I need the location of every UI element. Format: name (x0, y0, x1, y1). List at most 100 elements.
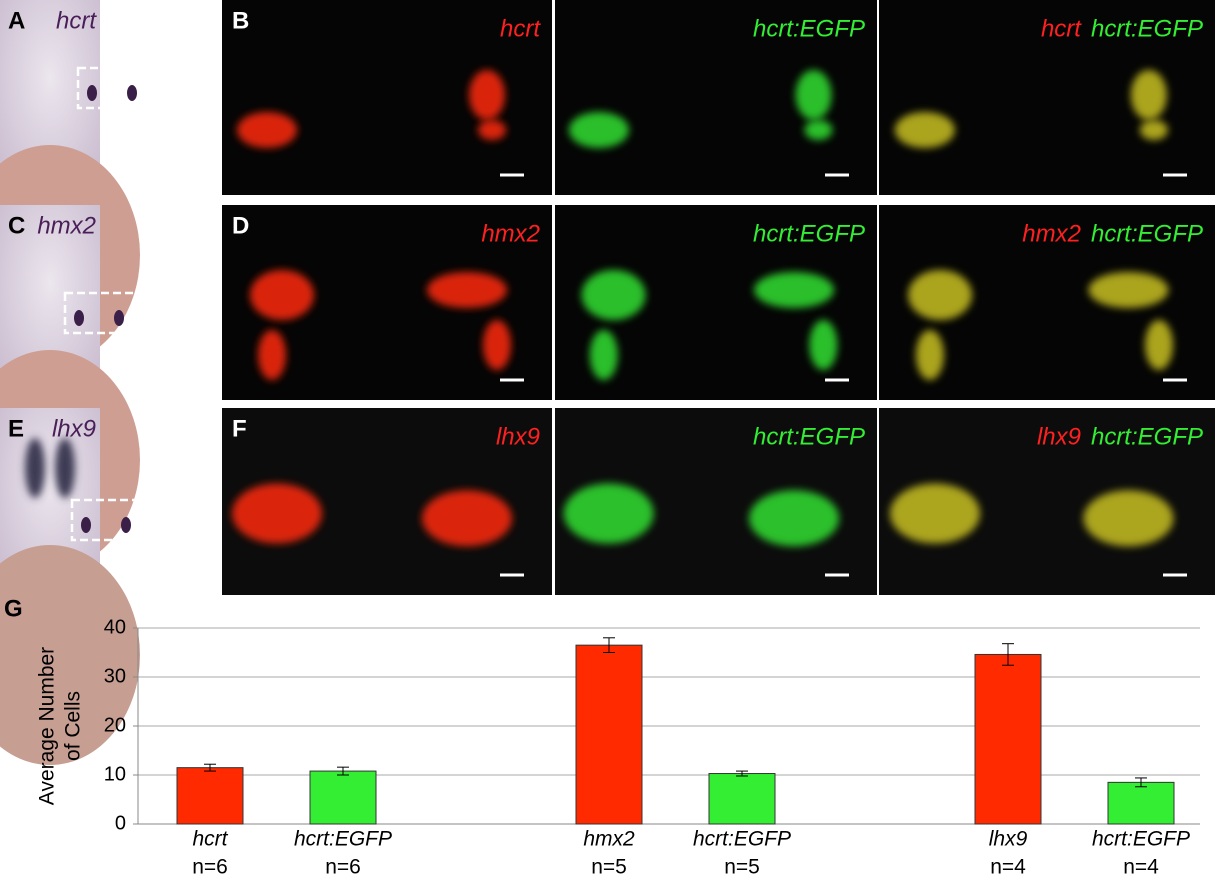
error-bar (736, 770, 748, 777)
bar-chart: G Average Number of Cells 0 10 20 30 40 hcrt n=6 h… (4, 595, 1200, 879)
cell-cluster (563, 483, 654, 544)
error-bar (603, 637, 615, 653)
bar (575, 644, 643, 825)
stain (74, 310, 84, 326)
fluorescence-image: hcrt:EGFP hcrt (879, 0, 1215, 195)
sample-size: n=6 (325, 856, 361, 879)
sample-size: n=6 (192, 856, 228, 879)
cell-cluster (232, 483, 322, 544)
cell-cluster (258, 330, 286, 380)
fluorescence-image: hcrt:EGFP lhx9 (879, 408, 1215, 595)
channel-label: hmx2 (481, 220, 540, 247)
cell-cluster (250, 270, 314, 320)
channel-label: hcrt (500, 15, 541, 42)
x-tick-label: hcrt:EGFP (1092, 828, 1190, 851)
stain (121, 517, 131, 533)
y-axis-label: of Cells (62, 691, 85, 761)
x-tick-label: hcrt:EGFP (693, 828, 791, 851)
error-bar (1135, 777, 1147, 788)
stain (55, 438, 75, 498)
y-tick-label: 0 (115, 812, 126, 834)
channel-label: hcrt:EGFP (1091, 15, 1203, 42)
cell-cluster (427, 272, 507, 308)
cell-cluster (804, 120, 833, 140)
gene-label: hmx2 (37, 212, 96, 239)
gene-label: lhx9 (52, 415, 96, 442)
channel-label: hcrt (1041, 15, 1082, 42)
sample-size: n=5 (591, 856, 627, 879)
stain (114, 310, 124, 326)
cell-cluster (422, 490, 512, 547)
cell-cluster (754, 272, 835, 308)
cell-cluster (890, 483, 980, 544)
bar (708, 773, 776, 825)
bar (974, 653, 1042, 825)
fluorescence-image: hcrt:EGFP (555, 205, 877, 400)
cell-cluster (1139, 120, 1168, 140)
cell-cluster (478, 120, 506, 140)
channel-label: hcrt:EGFP (753, 15, 865, 42)
cell-cluster (568, 112, 629, 148)
bar (1107, 781, 1175, 825)
y-tick-label: 20 (104, 714, 126, 736)
cell-cluster (749, 490, 840, 547)
cell-cluster (1145, 320, 1173, 370)
x-tick-label: hcrt:EGFP (294, 828, 392, 851)
channel-label: lhx9 (496, 423, 540, 450)
panel-letter: D (232, 212, 249, 239)
fluorescence-image: hmx2 (222, 205, 552, 400)
stain (127, 85, 137, 101)
fluorescence-image: hcrt (222, 0, 552, 195)
cell-cluster (1088, 272, 1169, 308)
error-bar (337, 766, 349, 776)
y-axis-label: Average Number (36, 647, 59, 805)
channel-label: hcrt:EGFP (753, 220, 865, 247)
fluorescence-image: hcrt:EGFP (555, 0, 877, 195)
x-tick-label: hmx2 (583, 828, 635, 851)
panel-letter: G (4, 595, 23, 622)
cell-cluster (908, 270, 973, 320)
cell-cluster (1083, 490, 1174, 547)
cell-cluster (915, 330, 944, 380)
dashed-box (76, 66, 152, 110)
panel-letter: C (8, 212, 25, 239)
bar (309, 770, 377, 825)
stain (25, 438, 45, 498)
sample-size: n=4 (1123, 856, 1159, 879)
cell-cluster (589, 330, 618, 380)
cell-cluster (483, 320, 511, 370)
cell-cluster (1130, 70, 1167, 120)
fluorescence-image: hcrt:EGFP (555, 408, 877, 595)
panel-letter: B (232, 7, 249, 34)
dashed-box (63, 291, 139, 335)
gene-label: hcrt (56, 7, 97, 34)
cell-cluster (894, 112, 955, 148)
cell-cluster (469, 70, 505, 120)
stain (81, 517, 91, 533)
channel-label: hcrt:EGFP (1091, 423, 1203, 450)
y-tick-label: 40 (104, 616, 126, 638)
panel-letter: E (8, 415, 24, 442)
cell-cluster (237, 112, 297, 148)
channel-label: hcrt:EGFP (753, 423, 865, 450)
sample-size: n=5 (724, 856, 760, 879)
y-tick-label: 10 (104, 763, 126, 785)
yolk (0, 545, 140, 765)
sample-size: n=4 (990, 856, 1026, 879)
cell-cluster (795, 70, 832, 120)
cell-cluster (581, 270, 646, 320)
error-bar (204, 763, 216, 772)
panel-letter: A (8, 7, 25, 34)
stain (87, 85, 97, 101)
dashed-box (70, 498, 146, 542)
panel-letter: F (232, 415, 247, 442)
channel-label: lhx9 (1037, 423, 1081, 450)
channel-label: hcrt:EGFP (1091, 220, 1203, 247)
y-tick-label: 30 (104, 665, 126, 687)
fluorescence-image: hcrt:EGFP hmx2 (879, 205, 1215, 400)
cell-cluster (809, 320, 838, 370)
x-tick-label: hcrt (192, 828, 228, 851)
